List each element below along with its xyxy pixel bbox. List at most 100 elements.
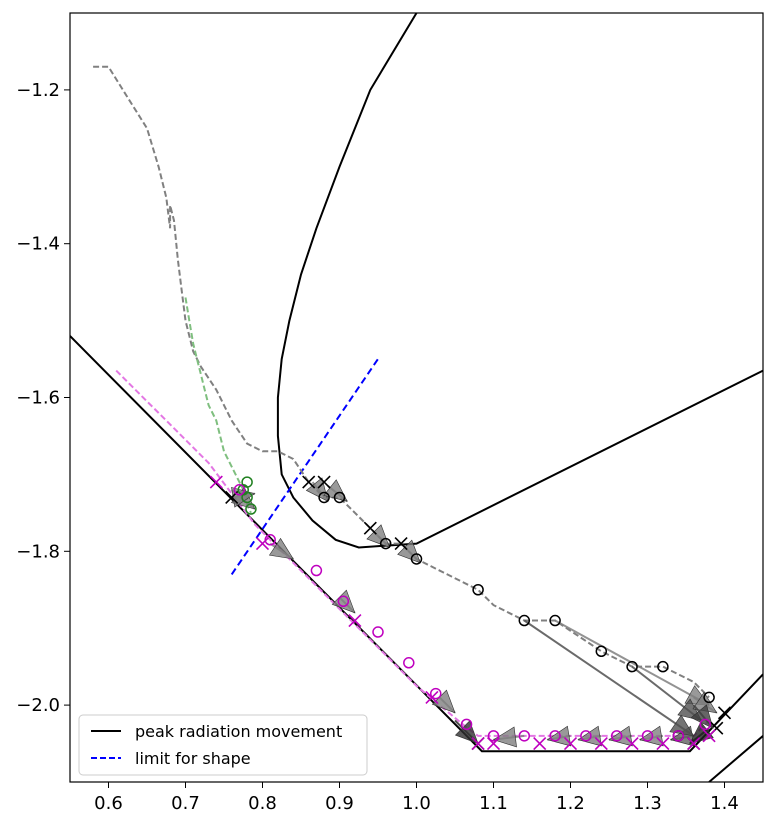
y-tick-label: −1.4 xyxy=(16,234,60,255)
marker-cross xyxy=(563,736,578,751)
marker-cross xyxy=(348,613,362,628)
marker-cross-b xyxy=(209,475,223,489)
marker-circle xyxy=(333,491,346,504)
marker-cross-b xyxy=(533,736,547,751)
arrow-head xyxy=(331,589,356,614)
marker-cross xyxy=(255,537,270,551)
marker-cross-b xyxy=(563,736,578,751)
plot-area xyxy=(70,13,763,782)
arrow-12 xyxy=(577,725,602,747)
marker-cross xyxy=(209,475,223,489)
x-tick-label: 1.0 xyxy=(402,793,431,814)
marker-circle xyxy=(245,503,257,515)
x-tick-label: 0.7 xyxy=(171,793,200,814)
marker-cross-b xyxy=(687,736,701,751)
x-tick-label: 1.4 xyxy=(710,793,739,814)
marker-cross-b xyxy=(302,475,316,489)
y-tick-label: −1.8 xyxy=(16,541,60,562)
arrow-head xyxy=(268,537,294,560)
marker-cross xyxy=(533,736,547,751)
boundary-line-2 xyxy=(276,13,763,549)
marker-circle xyxy=(518,730,531,742)
x-axis: 0.6 0.7 0.8 0.9 1.0 1.1 1.2 1.3 1.4 xyxy=(94,782,739,814)
arrow-head xyxy=(690,704,714,729)
marker-circle xyxy=(672,730,685,742)
marker-cross-b xyxy=(363,521,377,535)
marker-circle xyxy=(703,691,715,704)
marker-cross-b xyxy=(656,736,670,751)
marker-cross-b xyxy=(255,537,270,551)
legend-label-limit: limit for shape xyxy=(135,749,251,768)
arrow-7 xyxy=(331,589,356,614)
series-line-1 xyxy=(184,297,252,514)
marker-circle xyxy=(641,730,654,742)
marker-cross-b xyxy=(625,736,639,751)
boundary-line-0 xyxy=(70,335,763,753)
marker-cross xyxy=(394,537,408,551)
marker-cross xyxy=(687,736,701,751)
marker-circle xyxy=(460,718,473,731)
x-tick-label: 1.2 xyxy=(556,793,585,814)
arrow-6 xyxy=(268,537,294,560)
y-tick-label: −2.0 xyxy=(16,695,60,716)
marker-circle xyxy=(264,534,276,546)
marker-circle xyxy=(337,595,350,608)
marker-cross xyxy=(656,736,670,751)
marker-circle xyxy=(410,553,423,565)
marker-cross-b xyxy=(348,613,362,628)
x-tick-label: 0.9 xyxy=(325,793,354,814)
y-tick-label: −1.2 xyxy=(16,80,60,101)
marker-cross-b xyxy=(471,736,485,751)
y-tick-label: −1.6 xyxy=(16,388,60,409)
marker-circle xyxy=(372,626,384,638)
limit-line xyxy=(230,358,379,575)
marker-circle xyxy=(233,484,246,496)
legend-label-peak: peak radiation movement xyxy=(135,722,342,741)
marker-circle xyxy=(580,730,592,742)
y-axis: −1.2 −1.4 −1.6 −1.8 −2.0 xyxy=(16,80,70,716)
marker-cross-b xyxy=(317,475,331,489)
marker-cross xyxy=(486,736,501,751)
marker-circle xyxy=(549,730,561,742)
marker-circle xyxy=(487,730,500,742)
arrow-head xyxy=(577,725,602,747)
arrow-16 xyxy=(523,619,695,737)
arrow-17 xyxy=(554,619,710,706)
x-tick-label: 0.8 xyxy=(248,793,277,814)
marker-circle xyxy=(657,660,669,673)
marker-circle xyxy=(549,614,561,627)
marker-circle xyxy=(403,657,415,669)
marker-circle xyxy=(699,718,711,731)
marker-cross-b xyxy=(702,729,716,743)
marker-circle xyxy=(626,660,638,673)
x-tick-label: 1.3 xyxy=(633,793,662,814)
marker-circle xyxy=(379,537,392,550)
marker-circle xyxy=(472,584,484,596)
arrow-shaft xyxy=(523,619,695,737)
marker-circle xyxy=(595,645,608,658)
marker-cross xyxy=(317,475,331,489)
marker-circle xyxy=(610,730,623,742)
marker-circle xyxy=(430,687,442,700)
marker-cross xyxy=(702,729,716,743)
marker-circle xyxy=(237,484,249,496)
marker-cross xyxy=(594,736,608,751)
marker-cross xyxy=(625,736,639,751)
marker-circle xyxy=(318,491,330,504)
marker-cross xyxy=(425,690,439,704)
marker-cross xyxy=(363,521,377,535)
marker-circle xyxy=(518,614,531,627)
boundary-line-1 xyxy=(708,735,763,782)
marker-cross-b xyxy=(486,736,501,751)
marker-cross xyxy=(717,706,732,720)
marker-cross-b xyxy=(394,537,408,551)
marker-cross-b xyxy=(425,690,439,704)
marker-cross xyxy=(302,475,316,489)
x-tick-label: 0.6 xyxy=(94,793,123,814)
arrow-shaft xyxy=(554,619,710,706)
legend: peak radiation movement limit for shape xyxy=(78,714,368,776)
marker-circle xyxy=(310,564,323,577)
arrow-head xyxy=(492,726,517,748)
series-line-0 xyxy=(93,65,710,699)
